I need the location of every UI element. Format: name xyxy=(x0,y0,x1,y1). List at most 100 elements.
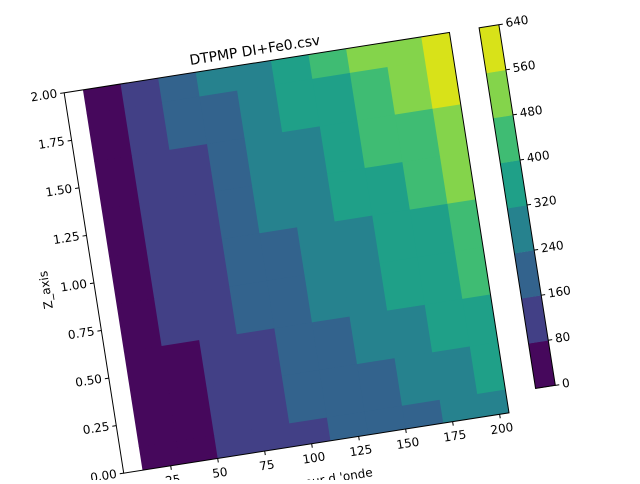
x-tick xyxy=(217,458,219,463)
colorbar-tick xyxy=(534,249,539,251)
y-tick xyxy=(97,330,102,332)
colorbar-tick xyxy=(541,294,546,296)
y-tick xyxy=(82,234,87,237)
contour-cell xyxy=(281,369,328,424)
contour-cell xyxy=(176,190,223,245)
contour-cell xyxy=(289,173,336,228)
contour-cell xyxy=(394,351,441,406)
colorbar-segment xyxy=(507,205,535,254)
colorbar-tick-label: 560 xyxy=(512,58,537,75)
contour-cell xyxy=(394,108,441,163)
contour-cell xyxy=(131,149,178,204)
contour-cell xyxy=(94,155,140,210)
y-tick-label: 0.50 xyxy=(74,372,103,390)
contour-cell xyxy=(229,280,275,335)
contour-cell xyxy=(109,250,155,305)
y-tick-label: 0.75 xyxy=(67,324,96,342)
contour-cell xyxy=(357,114,403,169)
contour-cell xyxy=(402,155,448,210)
contour-area xyxy=(79,32,510,474)
colorbar-segment xyxy=(500,159,528,209)
contour-cell xyxy=(387,60,433,115)
contour-cell xyxy=(86,107,133,162)
x-tick xyxy=(405,428,407,434)
contour-cell xyxy=(364,161,411,216)
x-tick-label: 150 xyxy=(395,435,420,452)
contour-cell xyxy=(184,238,230,293)
contour-cell xyxy=(123,345,170,400)
contour-cell xyxy=(447,197,493,252)
contour-cell xyxy=(206,137,253,192)
y-tick-label: 1.25 xyxy=(52,229,81,247)
y-axis-label: Z_axis xyxy=(36,270,56,310)
contour-cell xyxy=(214,185,260,240)
x-tick xyxy=(358,436,360,441)
x-tick xyxy=(311,443,313,448)
x-tick-label: 125 xyxy=(348,442,373,459)
x-tick-label: 175 xyxy=(442,427,467,444)
contour-cell xyxy=(274,321,320,376)
contour-cell xyxy=(101,202,148,257)
contour-cell xyxy=(169,143,215,198)
contour-cell xyxy=(349,66,396,121)
y-tick-label: 0.00 xyxy=(89,467,118,480)
contour-cell xyxy=(266,274,313,329)
colorbar-tick xyxy=(505,68,510,71)
contour-cell xyxy=(124,101,170,156)
contour-cell xyxy=(432,345,478,400)
contour-cell xyxy=(236,327,283,382)
x-tick-label: 50 xyxy=(211,465,228,480)
colorbar-tick-label: 640 xyxy=(505,13,530,30)
colorbar-tick xyxy=(512,113,517,116)
contour-cell xyxy=(409,203,456,258)
contour-cell xyxy=(379,256,426,311)
contour-cell xyxy=(282,125,328,180)
contour-cell xyxy=(334,214,381,269)
colorbar-segment xyxy=(521,295,549,344)
contour-cell xyxy=(131,392,177,447)
contour-cell xyxy=(146,244,193,299)
x-tick xyxy=(452,421,454,426)
contour-cell xyxy=(244,131,291,186)
y-tick xyxy=(67,139,72,142)
contour-cell xyxy=(469,339,510,394)
x-tick-label: 100 xyxy=(302,449,327,466)
contour-cell xyxy=(387,304,433,359)
contour-cell xyxy=(274,78,321,133)
contour-cell xyxy=(251,179,298,234)
y-tick-label: 1.75 xyxy=(37,134,66,152)
colorbar-tick-label: 480 xyxy=(519,103,544,120)
contour-cell xyxy=(341,262,388,317)
y-tick-label: 1.00 xyxy=(59,277,88,295)
colorbar-tick-label: 160 xyxy=(547,283,572,300)
contour-cell xyxy=(454,244,501,299)
contour-cell xyxy=(206,381,253,436)
colorbar-tick xyxy=(555,384,560,386)
contour-cell xyxy=(349,310,396,365)
colorbar-tick xyxy=(548,339,553,341)
x-tick-label: 25 xyxy=(164,472,181,480)
contour-cell xyxy=(199,90,246,145)
contour-cell xyxy=(259,226,305,281)
colorbar-tick xyxy=(519,158,525,161)
colorbar-segment xyxy=(486,69,514,119)
colorbar-tick-label: 0 xyxy=(561,376,571,391)
contour-cell xyxy=(356,357,403,412)
contour-cell xyxy=(327,167,373,222)
y-tick-label: 1.50 xyxy=(45,182,74,200)
y-tick xyxy=(119,472,124,475)
contour-cell xyxy=(191,286,238,341)
contour-cell xyxy=(168,387,215,442)
contour-cell xyxy=(312,72,358,127)
contour-cell xyxy=(417,250,463,305)
contour-cell xyxy=(372,209,418,264)
x-tick-label: 200 xyxy=(489,420,514,437)
colorbar-tick-label: 320 xyxy=(533,193,558,210)
y-tick xyxy=(104,377,109,380)
colorbar-segment xyxy=(493,114,521,164)
y-tick xyxy=(112,425,117,427)
contour-cell xyxy=(199,333,245,388)
contour-cell xyxy=(424,298,471,353)
colorbar-tick-label: 240 xyxy=(540,238,565,255)
x-tick xyxy=(264,451,266,456)
